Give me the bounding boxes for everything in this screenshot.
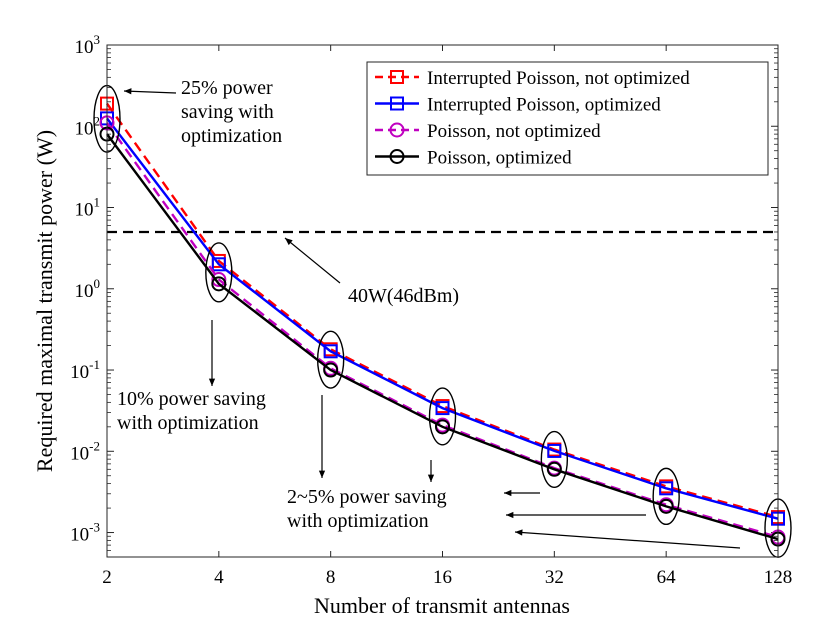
y-tick-label: 103 xyxy=(75,32,101,58)
series-line xyxy=(106,133,779,541)
data-point xyxy=(211,276,227,292)
legend-label: Interrupted Poisson, optimized xyxy=(427,95,661,116)
x-tick-label: 128 xyxy=(764,567,793,588)
y-tick-label: 10-2 xyxy=(70,438,100,464)
data-point xyxy=(658,498,674,514)
x-tick-label: 4 xyxy=(214,567,224,588)
x-tick-labels: 2 4 8 16 32 64 128 xyxy=(102,567,792,588)
data-point xyxy=(435,419,450,435)
y-tick-label: 10-3 xyxy=(70,520,100,546)
annotation-arrowhead xyxy=(515,529,523,536)
y-tick-label: 101 xyxy=(75,195,101,221)
plot-frame xyxy=(106,44,779,558)
annotation-arrow xyxy=(123,90,177,94)
annotation-arrowhead xyxy=(504,489,512,497)
annotation-arrowhead xyxy=(506,511,514,519)
y-tick-base: 10 xyxy=(75,37,94,58)
y-tick-exponent: 1 xyxy=(94,195,101,210)
data-point xyxy=(323,362,339,378)
y-tick-base: 10 xyxy=(70,362,89,383)
annotation-text-10pct: 10% power saving xyxy=(117,388,266,410)
series-line xyxy=(106,102,779,519)
legend: Interrupted Poisson, not optimized Interr… xyxy=(366,61,769,176)
y-tick-exponent: -3 xyxy=(89,520,100,535)
y-tick-base: 10 xyxy=(70,443,89,464)
x-tick-label: 16 xyxy=(433,567,452,588)
data-point xyxy=(211,257,226,272)
x-tick-label: 64 xyxy=(657,567,677,588)
legend-marker xyxy=(389,122,405,138)
highlight-ellipse xyxy=(316,330,345,389)
annotation-text-25pct: saving with xyxy=(181,101,274,123)
highlight-ellipse xyxy=(428,387,457,446)
annotation-arrowhead xyxy=(208,378,216,386)
y-tick-exponent: 2 xyxy=(94,113,101,128)
legend-marker xyxy=(390,96,404,111)
y-tick-label: 10-1 xyxy=(70,357,100,383)
annotation-text-25pct: optimization xyxy=(181,125,282,147)
data-point xyxy=(546,461,562,477)
y-tick-exponent: -1 xyxy=(89,357,100,372)
highlight-ellipse xyxy=(540,430,569,489)
y-tick-exponent: 0 xyxy=(94,276,101,291)
highlight-ellipse xyxy=(652,467,680,526)
legend-box xyxy=(366,61,769,176)
data-point xyxy=(659,481,674,496)
data-point xyxy=(211,272,227,288)
highlight-ellipse xyxy=(205,242,233,303)
series-line xyxy=(106,117,779,520)
y-axis-label: Required maximal transmit power (W) xyxy=(32,130,57,472)
x-tick-label: 32 xyxy=(545,567,564,588)
legend-label: Interrupted Poisson, not optimized xyxy=(427,68,690,89)
annotation-text-2to5pct: with optimization xyxy=(287,510,429,532)
y-tick-label: 100 xyxy=(75,276,101,302)
y-tick-base: 10 xyxy=(75,118,94,139)
annotation-arrowhead xyxy=(124,88,132,95)
annotation-text-10pct: with optimization xyxy=(117,412,259,434)
legend-label: Poisson, optimized xyxy=(427,148,572,169)
annotation-arrowhead xyxy=(427,474,435,482)
x-tick-label: 8 xyxy=(326,567,336,588)
data-point xyxy=(435,401,450,416)
legend-marker xyxy=(390,70,404,84)
annotation-arrow xyxy=(284,237,341,284)
x-axis-label: Number of transmit antennas xyxy=(314,593,570,618)
legend-label: Poisson, not optimized xyxy=(427,121,601,142)
legend-marker xyxy=(389,149,405,164)
series-line xyxy=(106,122,779,539)
y-tick-base: 10 xyxy=(75,281,94,302)
annotation-text-2to5pct: 2~5% power saving xyxy=(287,486,447,508)
annotation-text-40w: 40W(46dBm) xyxy=(348,285,459,307)
y-tick-exponent: 3 xyxy=(94,32,101,47)
data-point xyxy=(547,443,562,458)
y-tick-base: 10 xyxy=(70,525,89,546)
annotation-text-25pct: 25% power xyxy=(181,77,273,99)
x-tick-label: 2 xyxy=(102,567,112,588)
y-tick-base: 10 xyxy=(75,200,94,221)
y-tick-exponent: -2 xyxy=(89,438,100,453)
annotation-arrow xyxy=(514,531,741,549)
annotation-arrowhead xyxy=(285,238,293,246)
y-tick-label: 102 xyxy=(75,113,101,139)
annotation-arrowhead xyxy=(318,470,326,478)
data-point xyxy=(323,344,338,359)
